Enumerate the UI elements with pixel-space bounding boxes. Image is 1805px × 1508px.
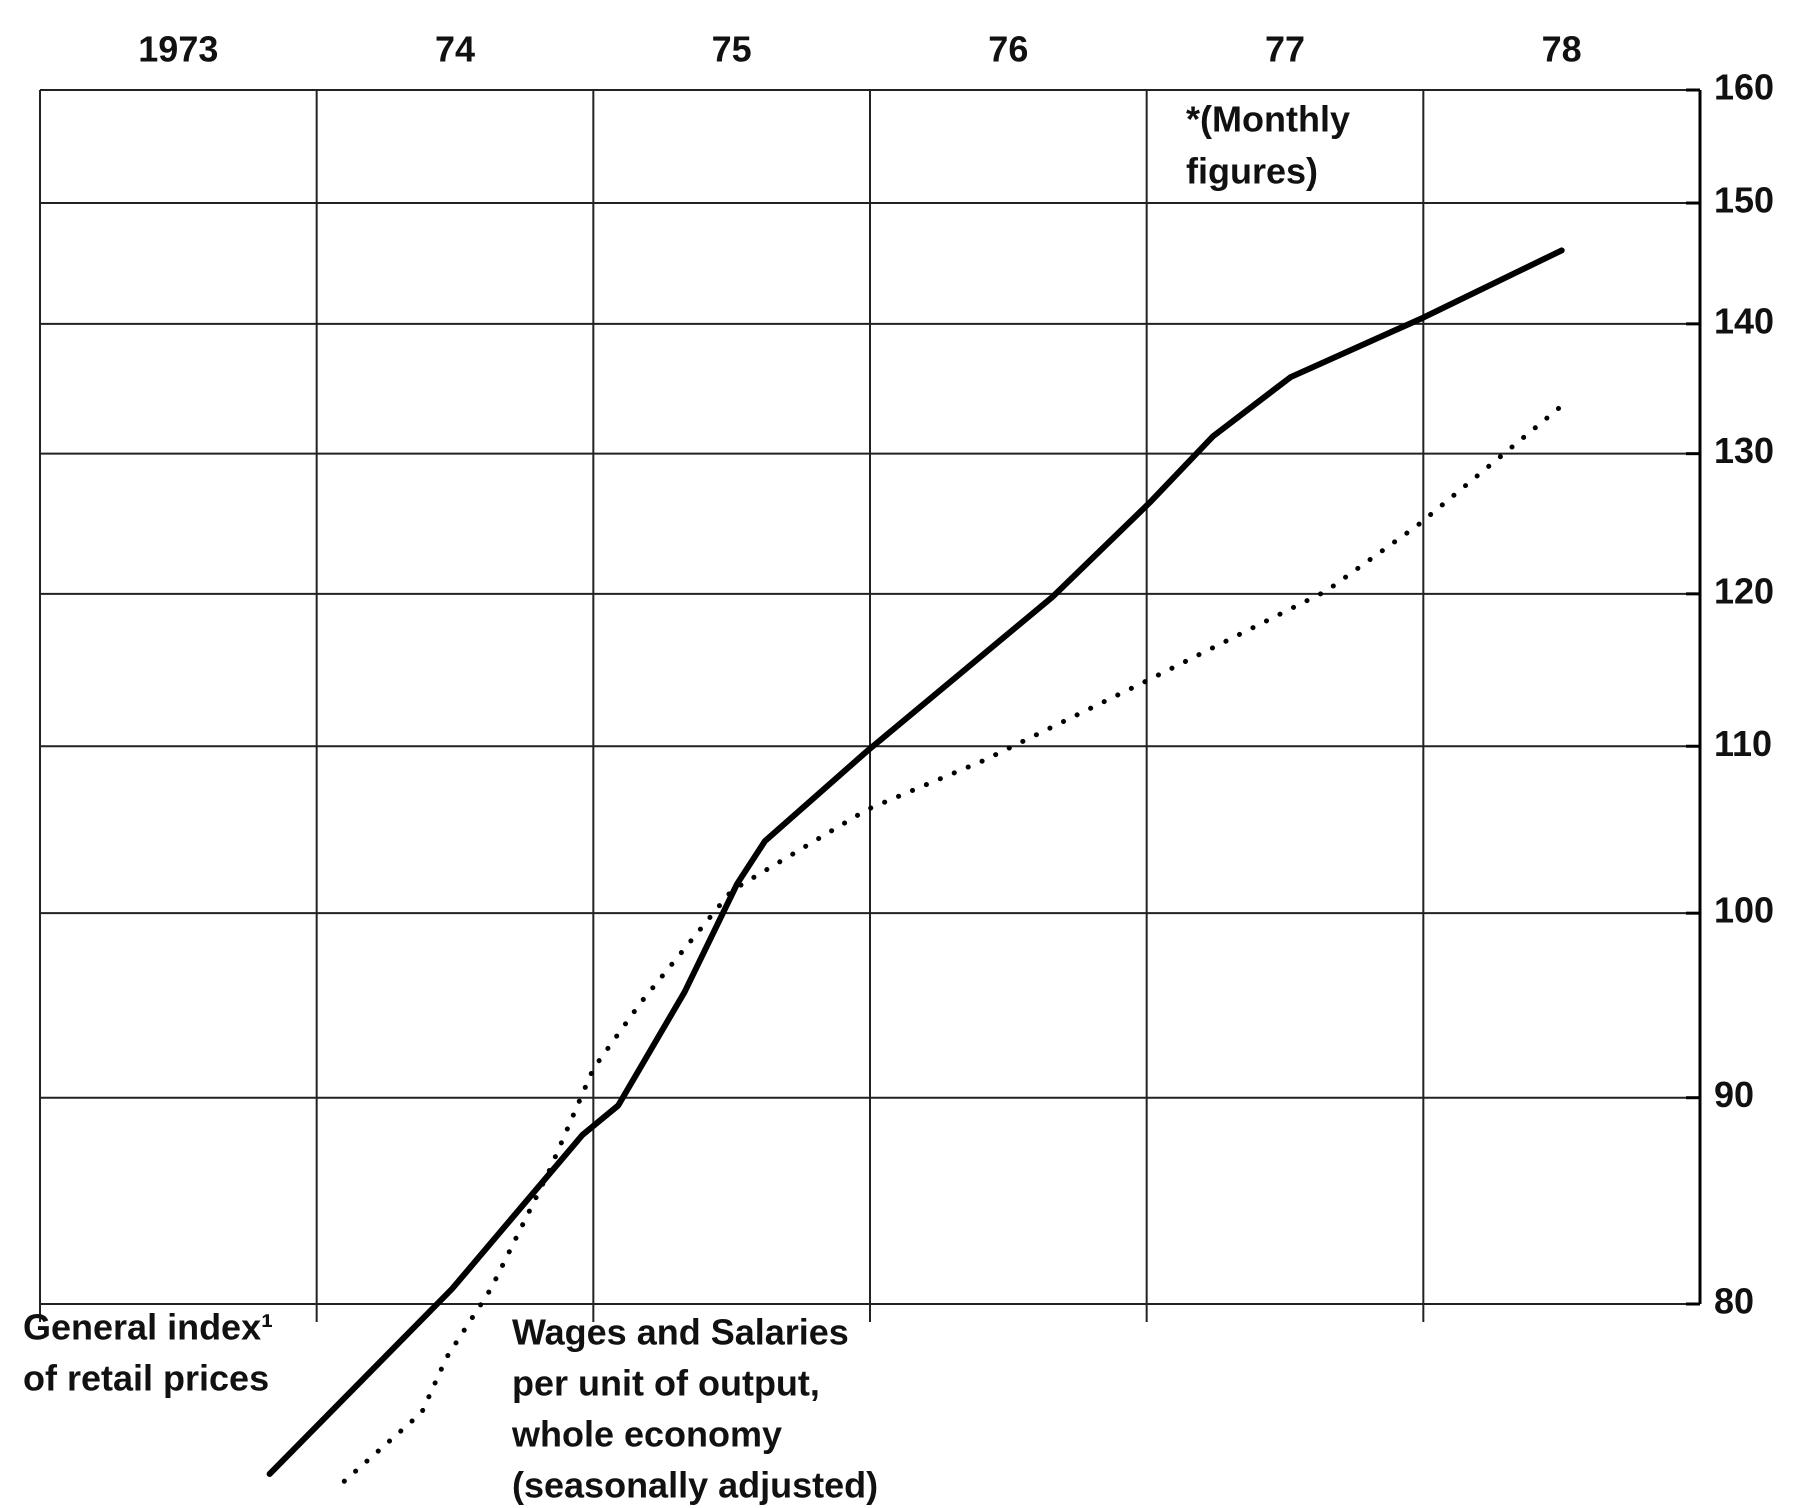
annotation: *(Monthly [1186, 99, 1350, 140]
y-tick-label: 110 [1714, 723, 1772, 764]
y-tick-label: 140 [1714, 300, 1774, 341]
x-tick-label: 74 [435, 29, 475, 70]
annotation: figures) [1186, 151, 1318, 192]
y-tick-label: 130 [1714, 430, 1774, 471]
x-tick-label: 78 [1542, 29, 1582, 70]
series-label: General index¹ [23, 1307, 273, 1348]
y-tick-label: 100 [1714, 890, 1774, 931]
series-label: of retail prices [23, 1358, 269, 1399]
y-tick-label: 90 [1714, 1074, 1754, 1115]
x-tick-label: 76 [988, 29, 1028, 70]
x-tick-label: 77 [1265, 29, 1305, 70]
y-tick-label: 150 [1714, 180, 1774, 221]
y-tick-label: 160 [1714, 67, 1774, 108]
series-label: per unit of output, [512, 1363, 820, 1404]
series-label: Wages and Salaries [512, 1312, 849, 1353]
series-line [266, 247, 1565, 1477]
x-tick-label: 1973 [138, 29, 218, 70]
series-label: (seasonally adjusted) [512, 1465, 878, 1506]
series-label: whole economy [511, 1414, 782, 1455]
y-tick-label: 80 [1714, 1281, 1754, 1322]
y-tick-label: 120 [1714, 570, 1774, 611]
x-tick-label: 75 [712, 29, 752, 70]
